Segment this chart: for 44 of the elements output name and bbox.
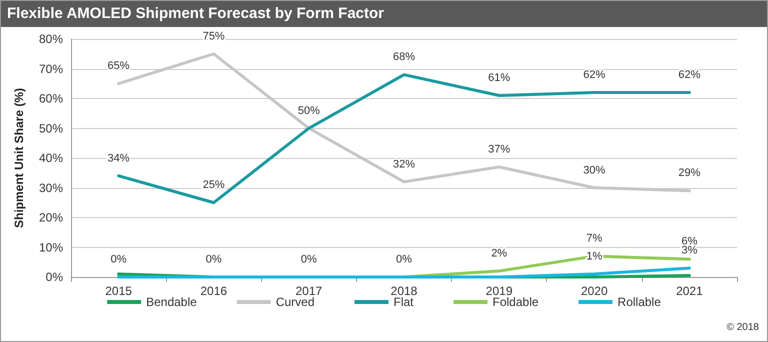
data-label: 0% [110,254,127,266]
y-tick-label: 40% [38,151,64,165]
x-tick-label: 2017 [296,284,323,298]
data-label: 25% [202,179,225,192]
legend-label: Curved [276,295,315,309]
data-label: 30% [583,164,606,176]
data-label: 32% [392,158,416,170]
y-tick-label: 0% [46,270,64,284]
y-tick-label: 80% [38,32,64,46]
x-tick-label: 2018 [390,284,418,298]
legend-label: Foldable [492,295,539,309]
data-label: 7% [586,232,602,245]
legend-label: Flat [394,295,414,309]
data-label: 34% [108,152,130,164]
x-tick-label: 2016 [200,284,228,298]
y-tick-label: 10% [38,240,64,254]
data-label: 65% [108,60,130,72]
data-label: 0% [300,254,318,266]
y-tick-label: 60% [38,92,64,106]
x-tick-label: 2021 [676,284,704,298]
data-label: 50% [298,104,320,117]
x-tick-label: 2020 [580,284,608,298]
y-tick-label: 50% [38,121,64,136]
data-label: 62% [583,69,606,82]
data-label: 62% [678,69,701,82]
data-label: 75% [202,30,225,42]
legend-label: Bendable [146,295,198,309]
text: © 2018 [726,322,759,333]
data-label: 68% [392,51,416,64]
data-label: 61% [488,72,510,84]
x-tick-label: 2015 [105,284,132,298]
data-label: 0% [206,254,222,266]
data-label: 0% [396,254,412,266]
chart-title: Flexible AMOLED Shipment Forecast by Form Factor [1,1,767,27]
y-axis-title: Shipment Unit Share (%) [12,88,26,228]
data-label: 29% [678,167,701,180]
y-tick-label: 70% [38,62,64,76]
y-tick-label: 30% [38,180,64,195]
data-label: 2% [491,248,508,260]
legend-label: Rollable [618,295,662,309]
data-label: 3% [681,244,698,257]
x-tick-label: 2019 [486,284,513,298]
data-label: 37% [488,143,510,156]
y-tick-label: 20% [38,210,64,224]
